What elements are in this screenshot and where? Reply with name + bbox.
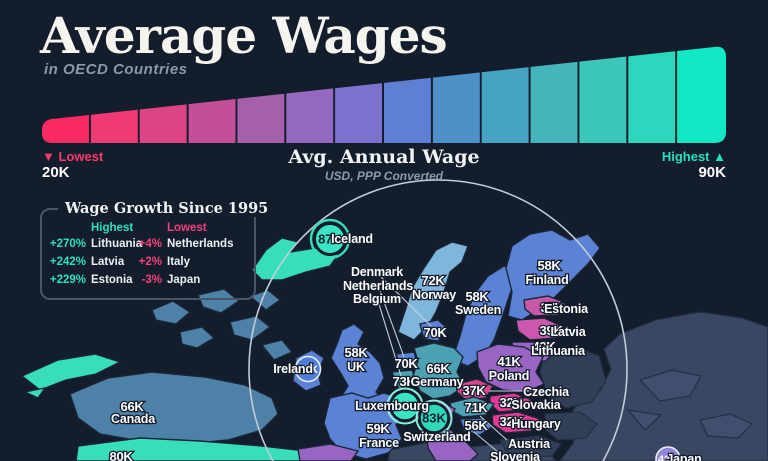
lithuania-value: 49K: [533, 339, 557, 354]
growth-pct: +242%: [49, 256, 86, 268]
growth-country: Estonia: [91, 274, 133, 286]
badge-luxembourg[interactable]: 90K: [386, 387, 424, 425]
canada-label: Canada: [111, 412, 156, 426]
country-italy[interactable]: [425, 427, 480, 461]
us-value: 80K: [110, 449, 134, 461]
growth-country: Netherlands: [167, 238, 234, 250]
growth-pct: +2%: [138, 256, 162, 268]
growth-country: Japan: [167, 274, 201, 286]
growth-country: Latvia: [91, 256, 125, 268]
estonia-label: Estonia: [544, 302, 589, 316]
sweden-value: 58K: [466, 289, 490, 304]
japan-label: Japan: [666, 452, 701, 461]
netherlands-label: Netherlands: [343, 279, 413, 293]
latvia-value: 39K: [540, 323, 564, 338]
iceland-label: Iceland: [331, 232, 373, 246]
denmark-value: 70K: [424, 325, 448, 340]
uk-value: 58K: [345, 345, 369, 360]
canada-value: 66K: [121, 399, 145, 414]
growth-country: Lithuania: [91, 238, 143, 250]
badge-ireland[interactable]: 57K: [294, 355, 322, 383]
hungary-value: 32K: [500, 414, 524, 429]
finland-label: Finland: [525, 273, 568, 287]
wage-growth-box: Wage Growth Since 1995 Highest Lowest +2…: [40, 200, 276, 300]
callout-lines: [377, 273, 543, 453]
estonia-value: 37K: [541, 300, 565, 315]
legend-center-subtitle: USD, PPP Converted: [324, 169, 444, 183]
growth-country: Italy: [167, 256, 191, 268]
country-denmark[interactable]: [419, 319, 449, 342]
legend-center-title: Avg. Annual Wage: [288, 146, 480, 168]
poland-label: Poland: [489, 369, 529, 383]
czechia-label: Czechia: [523, 385, 570, 399]
country-france[interactable]: [323, 392, 407, 460]
uk-label: UK: [347, 360, 365, 374]
europe-magnifier-circle: [248, 179, 628, 461]
czechia-value: 37K: [463, 383, 487, 398]
growth-pct: +4%: [138, 238, 162, 250]
japan-value: 42K: [658, 454, 678, 461]
slovenia-label: Slovenia: [490, 450, 541, 461]
country-estonia[interactable]: [523, 295, 568, 317]
country-latvia[interactable]: [515, 317, 566, 341]
growth-pct: +270%: [49, 238, 86, 250]
norway-value: 72K: [422, 273, 446, 288]
legend-lowest-label: ▼ Lowest: [42, 149, 104, 164]
belgium-value: 73K: [393, 374, 417, 389]
france-label: France: [359, 436, 399, 450]
luxembourg-label: Luxembourg: [355, 399, 429, 413]
latvia-label: Latvia: [551, 325, 587, 339]
france-value: 59K: [367, 421, 391, 436]
sweden-label: Sweden: [455, 303, 501, 317]
germany-value: 66K: [427, 361, 451, 376]
country-czechia[interactable]: [456, 378, 495, 401]
poland-value: 41K: [498, 354, 522, 369]
growth-highest-header: Highest: [91, 222, 134, 234]
legend-highest-label: Highest ▲: [661, 149, 726, 164]
austria-value: 71K: [465, 400, 489, 415]
hungary-label: Hungary: [511, 417, 561, 431]
denmark-label: Denmark: [351, 265, 403, 279]
iceland-value: 87K: [318, 232, 342, 247]
country-canada[interactable]: [69, 288, 294, 445]
growth-lowest-header: Lowest: [167, 222, 207, 234]
country-slovenia[interactable]: [459, 417, 494, 436]
finland-value: 58K: [538, 258, 562, 273]
page-subtitle: in OECD Countries: [44, 61, 188, 78]
luxembourg-value: 90K: [393, 399, 417, 414]
germany-label: Germany: [411, 375, 464, 389]
country-poland[interactable]: [476, 343, 546, 393]
belgium-label: Belgium: [353, 292, 401, 306]
growth-pct: -3%: [141, 274, 162, 286]
slovakia-value: 32K: [500, 395, 524, 410]
legend-lowest-value: 20K: [42, 164, 70, 181]
wage-growth-title: Wage Growth Since 1995: [58, 200, 276, 217]
austria-label: Austria: [508, 437, 551, 451]
slovenia-value: 56K: [465, 418, 489, 433]
growth-pct: +229%: [49, 274, 86, 286]
badge-iceland[interactable]: 87K: [309, 218, 351, 260]
switzerland-value: 83K: [422, 411, 446, 426]
ireland-label: Ireland: [273, 362, 313, 376]
switzerland-label: Switzerland: [403, 430, 470, 444]
badge-japan[interactable]: 42K: [655, 446, 681, 461]
slovakia-label: Slovakia: [511, 398, 561, 412]
page-title: Average Wages: [40, 6, 448, 65]
legend-highest-value: 90K: [698, 164, 726, 181]
country-spain[interactable]: [297, 443, 360, 461]
badge-switzerland[interactable]: 83K: [415, 399, 453, 437]
netherlands-value: 70K: [395, 356, 419, 371]
ireland-value: 57K: [298, 364, 318, 376]
country-hungary[interactable]: [491, 411, 542, 434]
lithuania-label: Lithuania: [531, 344, 586, 358]
norway-label: Norway: [412, 288, 456, 302]
